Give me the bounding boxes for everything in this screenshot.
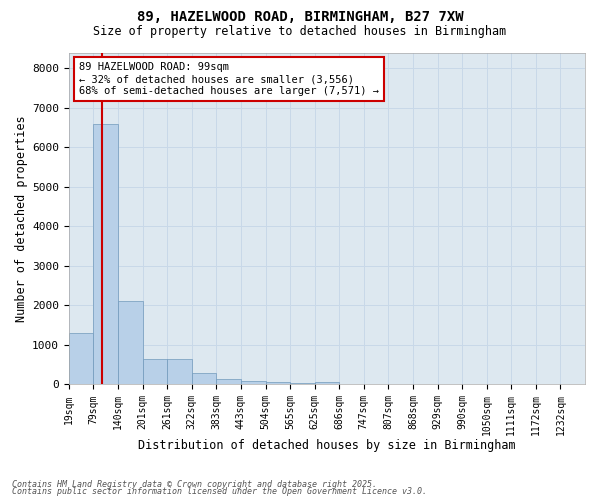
X-axis label: Distribution of detached houses by size in Birmingham: Distribution of detached houses by size … <box>138 440 516 452</box>
Bar <box>217 380 241 384</box>
Text: Contains HM Land Registry data © Crown copyright and database right 2025.: Contains HM Land Registry data © Crown c… <box>12 480 377 489</box>
Bar <box>290 383 314 384</box>
Bar <box>94 124 118 384</box>
Bar <box>167 359 192 384</box>
Bar <box>143 359 167 384</box>
Y-axis label: Number of detached properties: Number of detached properties <box>15 115 28 322</box>
Bar <box>118 302 143 384</box>
Text: 89, HAZELWOOD ROAD, BIRMINGHAM, B27 7XW: 89, HAZELWOOD ROAD, BIRMINGHAM, B27 7XW <box>137 10 463 24</box>
Bar <box>69 333 94 384</box>
Bar <box>241 380 266 384</box>
Bar <box>314 382 339 384</box>
Text: Size of property relative to detached houses in Birmingham: Size of property relative to detached ho… <box>94 25 506 38</box>
Bar <box>192 372 217 384</box>
Text: Contains public sector information licensed under the Open Government Licence v3: Contains public sector information licen… <box>12 487 427 496</box>
Text: 89 HAZELWOOD ROAD: 99sqm
← 32% of detached houses are smaller (3,556)
68% of sem: 89 HAZELWOOD ROAD: 99sqm ← 32% of detach… <box>79 62 379 96</box>
Bar <box>266 382 290 384</box>
